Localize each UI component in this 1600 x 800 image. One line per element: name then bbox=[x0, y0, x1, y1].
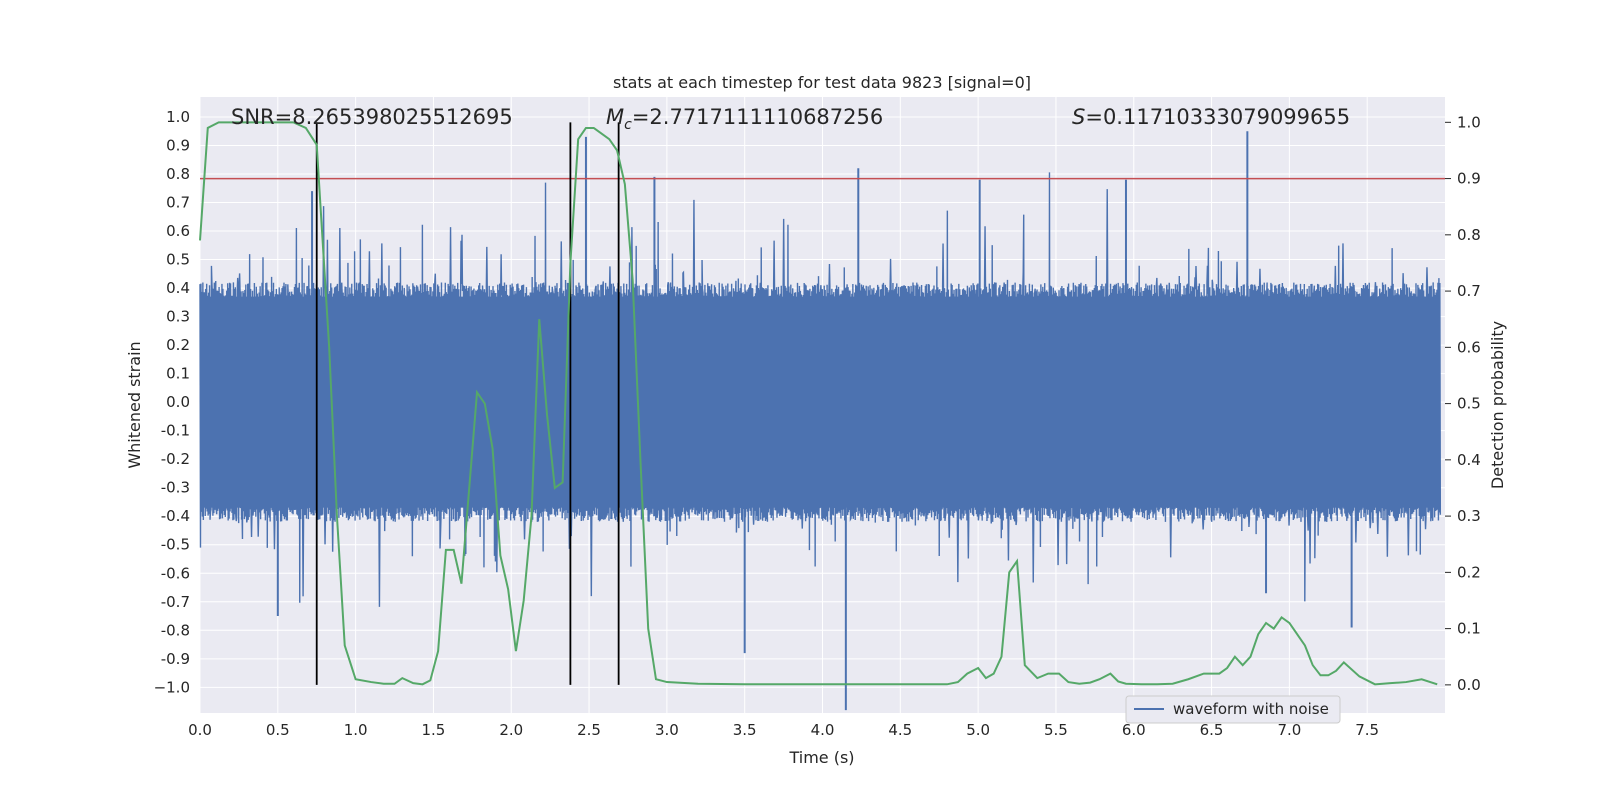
y-left-tick-label: 0.0 bbox=[166, 393, 190, 411]
x-tick-labels: 0.0 0.5 1.0 1.5 2.0 2.5 3.0 3.5 4.0 4.5 5.0 5.5 6.0 6… bbox=[188, 721, 1379, 739]
x-tick-label: 6.0 bbox=[1122, 721, 1146, 739]
waveform-core-band bbox=[200, 296, 1439, 508]
y-right-tick-labels: 1.0 0.9 0.8 0.7 0.6 0.5 0.4 0.3 0.2 0.1 0.0 bbox=[1445, 113, 1481, 694]
y-right-tick-label: 0.3 bbox=[1457, 507, 1481, 525]
mc-subscript: c bbox=[624, 117, 632, 133]
chirp-mass-annotation: Mc=2.7717111110687256 bbox=[606, 105, 883, 133]
y-right-tick-label: 0.1 bbox=[1457, 620, 1481, 638]
chart-title: stats at each timestep for test data 982… bbox=[613, 73, 1031, 92]
y-left-tick-label: −1.0 bbox=[154, 678, 190, 696]
x-tick-label: 1.0 bbox=[344, 721, 368, 739]
y-left-tick-label: 0.4 bbox=[166, 279, 190, 297]
x-tick-label: 1.5 bbox=[422, 721, 446, 739]
y-right-tick-label: 0.9 bbox=[1457, 170, 1481, 188]
y-left-tick-label: 0.3 bbox=[166, 308, 190, 326]
x-tick-label: 5.5 bbox=[1044, 721, 1068, 739]
y-left-tick-label: -0.4 bbox=[161, 507, 190, 525]
y-left-tick-labels: 1.0 0.9 0.8 0.7 0.6 0.5 0.4 0.3 0.2 0.1 0.0 -0.1 -0.… bbox=[154, 108, 190, 696]
legend: waveform with noise bbox=[1125, 695, 1341, 724]
y-left-tick-label: 0.9 bbox=[166, 136, 190, 154]
y-right-tick-label: 0.5 bbox=[1457, 395, 1481, 413]
x-tick-label: 5.0 bbox=[966, 721, 990, 739]
x-tick-label: 3.5 bbox=[733, 721, 757, 739]
y-left-tick-label: 0.5 bbox=[166, 251, 190, 269]
y-right-tick-label: 0.2 bbox=[1457, 563, 1481, 581]
y-left-tick-label: 0.6 bbox=[166, 222, 190, 240]
x-tick-label: 2.0 bbox=[499, 721, 523, 739]
y-left-tick-label: 1.0 bbox=[166, 108, 190, 126]
y-right-tick-label: 0.8 bbox=[1457, 226, 1481, 244]
y-left-tick-label: 0.8 bbox=[166, 165, 190, 183]
x-axis-label: Time (s) bbox=[788, 748, 854, 767]
y-axis-label-left: Whitened strain bbox=[125, 341, 144, 468]
y-left-tick-label: 0.7 bbox=[166, 194, 190, 212]
mc-value: =2.7717111110687256 bbox=[632, 105, 883, 129]
vertical-lines bbox=[315, 122, 620, 685]
legend-box bbox=[1125, 695, 1341, 724]
x-tick-label: 4.5 bbox=[888, 721, 912, 739]
y-right-tick-label: 0.0 bbox=[1457, 676, 1481, 694]
x-tick-label: 6.5 bbox=[1200, 721, 1224, 739]
y-axis-label-right: Detection probability bbox=[1488, 321, 1507, 489]
s-symbol: S bbox=[1072, 105, 1085, 129]
y-right-tick-label: 0.6 bbox=[1457, 338, 1481, 356]
x-tick-label: 0.0 bbox=[188, 721, 212, 739]
x-tick-label: 2.5 bbox=[577, 721, 601, 739]
y-left-tick-label: -0.6 bbox=[161, 564, 190, 582]
x-tick-label: 4.0 bbox=[811, 721, 835, 739]
y-right-tick-label: 0.4 bbox=[1457, 451, 1481, 469]
y-left-tick-label: -0.7 bbox=[161, 593, 190, 611]
y-right-tick-label: 1.0 bbox=[1457, 113, 1481, 131]
y-left-tick-label: 0.2 bbox=[166, 336, 190, 354]
legend-label: waveform with noise bbox=[1173, 700, 1329, 718]
x-tick-label: 0.5 bbox=[266, 721, 290, 739]
y-left-tick-label: -0.3 bbox=[161, 479, 190, 497]
y-left-tick-label: 0.1 bbox=[166, 365, 190, 383]
y-right-tick-label: 0.7 bbox=[1457, 282, 1481, 300]
y-left-tick-label: -0.9 bbox=[161, 650, 190, 668]
waveform-series bbox=[199, 131, 1442, 711]
y-left-tick-label: -0.1 bbox=[161, 422, 190, 440]
y-left-tick-label: -0.8 bbox=[161, 621, 190, 639]
x-tick-label: 7.0 bbox=[1277, 721, 1301, 739]
mc-symbol: M bbox=[606, 105, 624, 129]
x-tick-label: 3.0 bbox=[655, 721, 679, 739]
s-value: =0.11710333079099655 bbox=[1085, 105, 1350, 129]
y-left-tick-label: -0.5 bbox=[161, 536, 190, 554]
s-annotation: S=0.11710333079099655 bbox=[1072, 105, 1350, 129]
y-left-tick-label: -0.2 bbox=[161, 450, 190, 468]
probability-line bbox=[199, 121, 1438, 686]
snr-annotation: SNR=8.265398025512695 bbox=[231, 105, 513, 129]
x-tick-label: 7.5 bbox=[1355, 721, 1379, 739]
